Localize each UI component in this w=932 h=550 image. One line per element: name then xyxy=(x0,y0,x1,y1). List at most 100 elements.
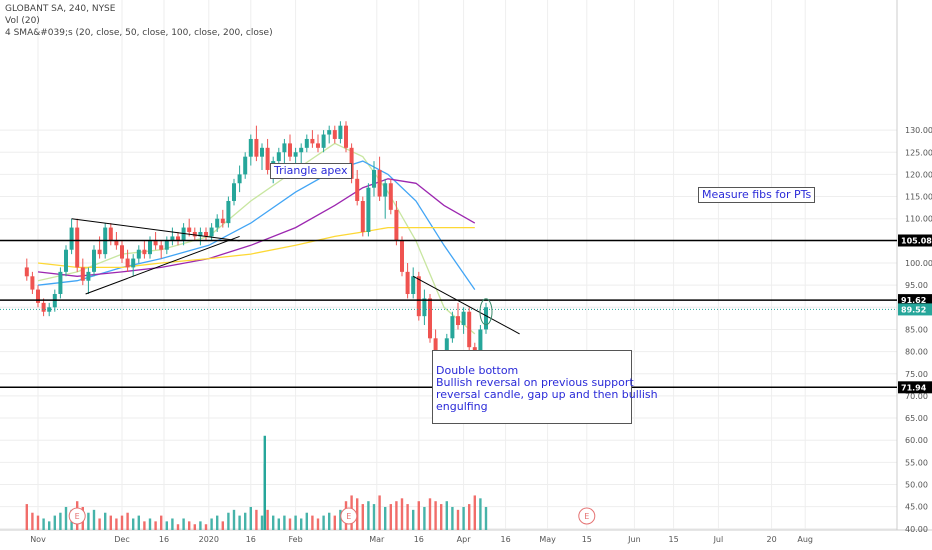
volume-bar xyxy=(210,518,213,530)
candle xyxy=(321,130,326,153)
time-tick-label: 20 xyxy=(767,535,777,544)
price-level-tag xyxy=(898,303,932,316)
volume-bar xyxy=(384,506,387,530)
candle xyxy=(299,143,304,166)
double-bottom-annotation[interactable]: Double bottom Bullish reversal on previo… xyxy=(432,350,658,424)
price-level-label: 71.94 xyxy=(901,383,927,392)
sma-legend[interactable]: 4 SMA&#039;s (20, close, 50, close, 100,… xyxy=(5,28,273,38)
volume-bar xyxy=(283,515,286,530)
volume-bar xyxy=(255,509,258,530)
candle xyxy=(215,214,220,232)
volume-bar xyxy=(356,498,359,530)
volume-bar xyxy=(143,521,146,530)
candle-body xyxy=(467,311,472,348)
volume-bar xyxy=(182,518,185,530)
earnings-marker: E xyxy=(340,507,358,525)
candle-body xyxy=(125,258,130,268)
volume-bar xyxy=(193,524,196,530)
candle xyxy=(80,258,85,286)
candle-body xyxy=(80,267,85,281)
time-tick-label: Feb xyxy=(289,535,303,544)
candle-body xyxy=(153,240,158,246)
candle-body xyxy=(131,258,136,268)
candle-body xyxy=(355,178,360,201)
price-tick-label: 95.00 xyxy=(905,281,928,290)
candle xyxy=(170,227,175,246)
volume-bar xyxy=(339,509,342,530)
trendline xyxy=(412,275,520,335)
candle-body xyxy=(97,249,102,255)
triangle-apex-annotation[interactable]: Triangle apex xyxy=(270,163,352,179)
candle xyxy=(456,302,460,330)
candle-body xyxy=(377,169,382,197)
candle xyxy=(131,254,136,277)
volume-bar xyxy=(120,515,124,530)
price-tick-label: 110.00 xyxy=(905,215,932,224)
volume-bar xyxy=(288,518,292,530)
candle-body xyxy=(282,143,287,153)
volume-bar xyxy=(36,515,40,530)
volume-bar xyxy=(445,501,448,530)
time-tick-label: 16 xyxy=(159,535,169,544)
candle-body xyxy=(316,143,320,148)
candle-body xyxy=(327,130,332,135)
volume-bar xyxy=(171,518,174,530)
candle xyxy=(310,130,315,148)
candle xyxy=(484,302,488,334)
candle-body xyxy=(456,316,460,326)
sma-line-200 xyxy=(37,226,475,269)
volume-bar xyxy=(92,509,96,530)
price-tick-label: 85.00 xyxy=(905,325,928,334)
earnings-circle xyxy=(340,507,358,525)
candle-body xyxy=(136,249,141,259)
candle-body xyxy=(276,152,281,162)
candle xyxy=(360,196,365,237)
time-tick-label: 16 xyxy=(246,535,256,544)
candle-body xyxy=(164,240,169,250)
candle xyxy=(187,218,192,237)
candle-body xyxy=(108,227,113,241)
candle xyxy=(64,245,68,277)
candle xyxy=(198,227,203,246)
candle xyxy=(282,138,287,166)
time-tick-label: Jul xyxy=(713,535,724,544)
candle-body xyxy=(416,276,421,317)
candle xyxy=(108,223,113,246)
volume-bar xyxy=(132,518,135,530)
volume-bar xyxy=(456,509,460,530)
trendline xyxy=(85,235,240,295)
earnings-marker: E xyxy=(578,507,596,525)
candle-body xyxy=(204,231,208,237)
time-tick-label: Aug xyxy=(797,535,813,544)
price-level-tag xyxy=(898,294,932,307)
candle-body xyxy=(114,240,119,246)
volume-bar xyxy=(434,501,437,530)
candle xyxy=(58,267,63,299)
candle xyxy=(254,125,259,162)
volume-legend[interactable]: Vol (20) xyxy=(5,16,40,26)
volume-bar xyxy=(451,506,454,530)
candle xyxy=(164,236,169,255)
candle-body xyxy=(299,147,304,153)
candle xyxy=(120,240,124,263)
candle-body xyxy=(209,227,214,237)
volume-bar xyxy=(412,509,415,530)
candle-body xyxy=(254,138,259,157)
sma-line-50 xyxy=(37,160,476,290)
candle xyxy=(383,178,388,219)
candle xyxy=(220,209,225,228)
candle-body xyxy=(321,134,326,148)
candle-body xyxy=(366,187,371,232)
volume-bar xyxy=(367,501,370,530)
candle xyxy=(405,263,410,299)
measure-fibs-annotation[interactable]: Measure fibs for PTs xyxy=(698,187,816,203)
sma-line-100 xyxy=(37,178,476,277)
candle-body xyxy=(349,147,354,179)
price-tick-label: 70.00 xyxy=(905,392,928,401)
volume-spike-bar xyxy=(263,435,266,530)
volume-bar xyxy=(406,504,409,530)
volume-bar xyxy=(428,498,432,530)
price-level-tag xyxy=(898,381,932,394)
candle xyxy=(209,223,214,241)
